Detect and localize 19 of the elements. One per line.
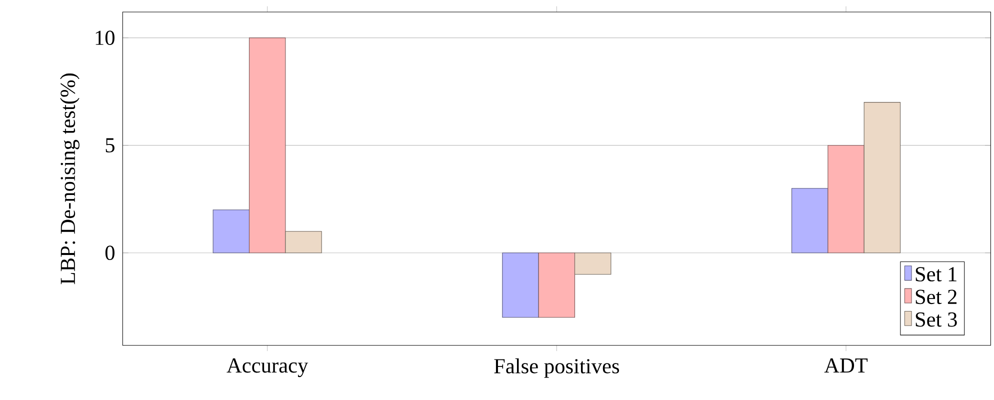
y-tick-label: 0 <box>105 246 114 260</box>
bar <box>828 145 864 254</box>
x-tick-label: False positives <box>494 358 620 378</box>
bar <box>864 102 901 254</box>
bar <box>248 38 286 254</box>
legend-label: Set 3 <box>916 312 957 327</box>
x-tick-label: ADT <box>824 358 868 373</box>
y-tick-label: 5 <box>106 138 114 152</box>
y-axis-title: LBP: De-noising test(%) <box>60 74 80 284</box>
y-tick-label: 10 <box>96 30 114 46</box>
bar <box>502 252 539 318</box>
legend-label: Set 1 <box>916 267 956 282</box>
bar <box>538 252 576 318</box>
bar <box>791 188 828 254</box>
bar <box>285 231 322 254</box>
bar <box>212 210 250 254</box>
legend-label: Set 2 <box>916 290 957 304</box>
x-tick-label: Accuracy <box>226 358 308 378</box>
bar <box>574 252 612 275</box>
